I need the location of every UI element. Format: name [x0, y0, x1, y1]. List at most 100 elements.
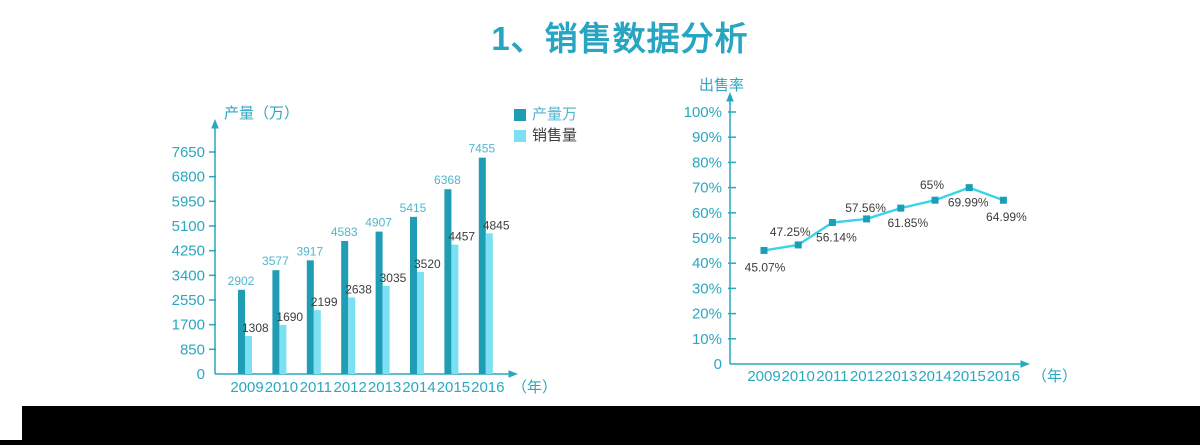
line-x-tick-label: 2009	[747, 368, 780, 385]
point-label: 61.85%	[887, 216, 928, 230]
sales-bar-label: 1308	[242, 321, 269, 335]
legend-swatch-sales-icon	[514, 129, 526, 142]
sales-bar-label: 4845	[483, 218, 510, 232]
sell-rate-line-chart: 0 10% 20% 30% 40% 50% 60% 70% 80% 90% 100% 出售率 （年） 45…	[684, 77, 1077, 385]
bar-x-tick-label: 2016	[471, 379, 504, 396]
line-y-tick-label: 30%	[692, 280, 722, 297]
line-x-tick-label: 2011	[816, 368, 848, 385]
bar-x-tick-label: 2009	[230, 379, 263, 396]
production-bar-label: 3917	[296, 244, 323, 258]
line-x-tick-label: 2014	[918, 368, 951, 385]
bar-x-unit-label: （年）	[512, 379, 557, 396]
point-label: 64.99%	[986, 210, 1027, 224]
production-bar-label: 3577	[262, 254, 289, 268]
production-bar	[238, 289, 245, 374]
sales-bar-label: 2638	[345, 282, 372, 296]
line-x-tick-label: 2010	[782, 368, 815, 385]
line-y-tick-label: 60%	[692, 205, 722, 222]
sales-bar-label: 4457	[448, 230, 475, 244]
sales-bar	[313, 310, 321, 374]
legend-label-production: 产量万	[532, 106, 578, 123]
sales-bar-label: 3520	[414, 257, 441, 271]
legend-swatch-production-icon	[514, 108, 526, 121]
production-sales-bar-chart: 0 850 1700 2550 3400 4250 5100 5950 6800 7650 产量（万…	[172, 105, 557, 396]
sales-bar	[417, 271, 424, 374]
bar-y-tick-label: 1700	[172, 317, 205, 334]
data-point-marker	[863, 215, 871, 223]
sales-bar-label: 3035	[380, 271, 407, 285]
production-bar	[478, 157, 486, 374]
bar-y-tick-label: 4250	[172, 243, 205, 260]
sales-bar	[279, 324, 287, 374]
sell-rate-line	[763, 186, 1004, 252]
production-bar	[410, 216, 417, 374]
bar-y-tick-label: 850	[180, 341, 205, 358]
point-label: 47.25%	[770, 225, 811, 239]
data-point-marker	[931, 196, 939, 204]
point-label: 57.56%	[845, 201, 886, 215]
production-bar-label: 6368	[434, 173, 461, 187]
data-point-marker	[828, 219, 836, 227]
data-point-marker	[760, 246, 768, 254]
point-label: 45.07%	[745, 260, 786, 274]
bar-y-tick-label: 3400	[172, 267, 205, 284]
line-y-tick-label: 20%	[692, 306, 722, 323]
bar-x-tick-label: 2014	[402, 379, 435, 396]
line-y-tick-label: 0	[714, 356, 722, 373]
bar-x-tick-label: 2012	[334, 379, 367, 396]
footer-black-bar	[22, 406, 1200, 445]
line-x-tick-label: 2016	[987, 368, 1020, 385]
bar-y-tick-label: 5950	[172, 193, 205, 210]
data-point-marker	[897, 204, 905, 212]
point-label: 56.14%	[816, 231, 857, 245]
production-bar	[341, 241, 349, 374]
sales-bar	[485, 233, 493, 374]
bar-y-tick-label: 7650	[172, 144, 205, 161]
sales-bar	[451, 244, 459, 374]
production-bar-label: 7455	[468, 142, 495, 156]
bar-y-tick-label: 5100	[172, 218, 205, 235]
production-bar	[272, 270, 280, 374]
point-label: 69.99%	[948, 196, 989, 210]
legend-item-production: 产量万	[514, 106, 578, 123]
line-x-unit-label: （年）	[1032, 368, 1077, 385]
production-bar-label: 4907	[365, 216, 392, 230]
production-bar	[375, 231, 383, 374]
footer-black-strip	[0, 440, 24, 445]
production-bar-label: 2902	[228, 274, 255, 288]
page-title: 1、销售数据分析	[491, 20, 749, 57]
line-x-tick-label: 2013	[884, 368, 917, 385]
data-point-marker	[965, 184, 973, 192]
line-y-tick-label: 80%	[692, 154, 722, 171]
bar-x-tick-label: 2010	[265, 379, 298, 396]
production-bar	[444, 189, 452, 374]
bar-y-tick-label: 0	[197, 366, 205, 383]
line-y-tick-label: 90%	[692, 129, 722, 146]
bar-x-tick-label: 2011	[300, 379, 332, 396]
line-y-tick-label: 40%	[692, 255, 722, 272]
line-y-tick-label: 100%	[684, 104, 722, 121]
legend-item-sales: 销售量	[514, 128, 577, 143]
production-bar-label: 4583	[331, 225, 358, 239]
point-label: 65%	[920, 178, 944, 192]
line-y-tick-label: 50%	[692, 230, 722, 247]
sales-bar	[348, 297, 356, 374]
sales-bar-label: 2199	[311, 295, 338, 309]
data-point-marker	[794, 241, 802, 249]
sales-bar-label: 1690	[276, 310, 303, 324]
production-bar	[306, 260, 314, 374]
bar-y-axis-title: 产量（万）	[224, 105, 299, 122]
bar-y-tick-label: 2550	[172, 292, 205, 309]
data-point-marker	[999, 196, 1007, 204]
line-y-tick-label: 10%	[692, 331, 722, 348]
line-y-axis-title: 出售率	[699, 77, 744, 94]
bar-chart-legend: 产量万 销售量	[514, 106, 578, 143]
bar-x-tick-label: 2015	[437, 379, 470, 396]
line-x-tick-label: 2015	[953, 368, 986, 385]
sales-bar	[245, 336, 252, 374]
bar-x-tick-label: 2013	[368, 379, 401, 396]
bar-y-tick-label: 6800	[172, 169, 205, 186]
production-bar-label: 5415	[400, 201, 427, 215]
